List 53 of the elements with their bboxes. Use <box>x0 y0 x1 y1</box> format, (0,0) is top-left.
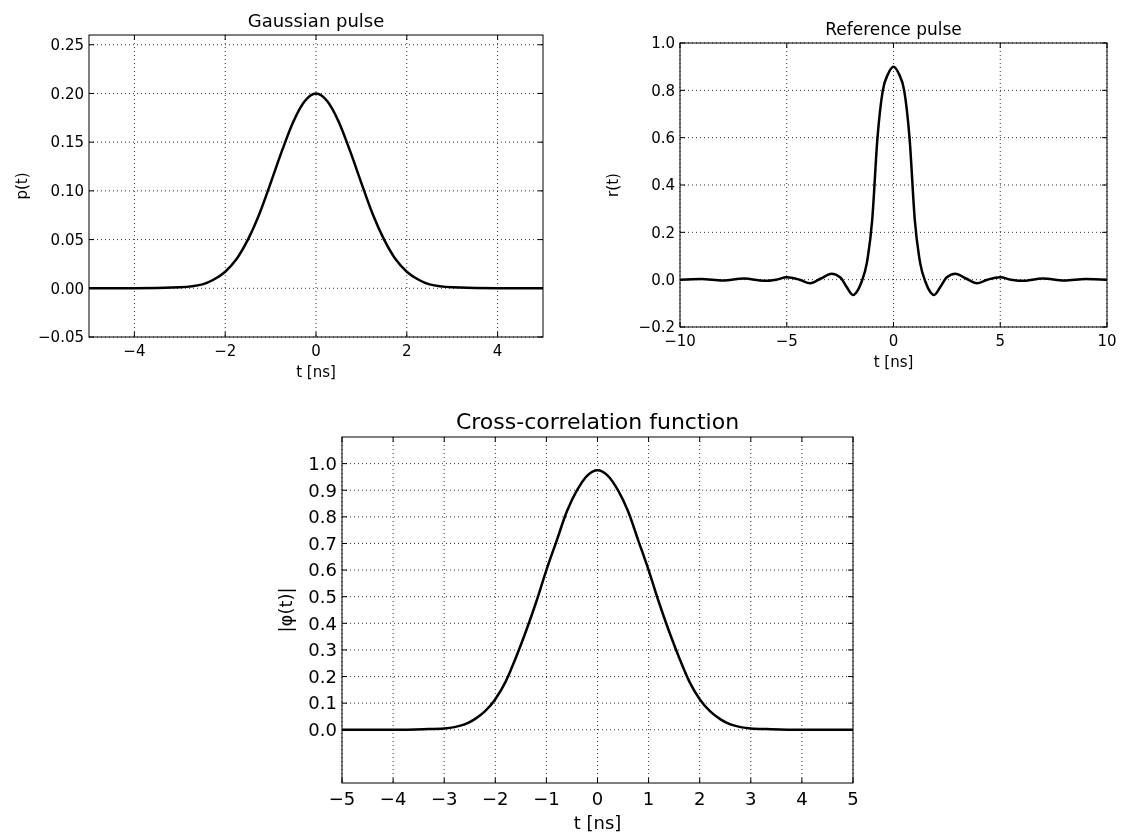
y-tick-label: 1.0 <box>308 452 337 474</box>
y-tick-label: 0.5 <box>308 585 337 607</box>
x-tick-label: 3 <box>745 788 757 809</box>
y-tick-label: 0.15 <box>50 133 84 152</box>
x-tick-label: 4 <box>796 788 808 809</box>
x-tick-label: 0 <box>888 332 899 350</box>
x-tick-label: −5 <box>775 332 798 350</box>
chart-title: Cross-correlation function <box>455 409 740 434</box>
y-tick-label: 0.6 <box>651 128 675 147</box>
x-tick-label: 4 <box>492 342 503 360</box>
y-tick-label: 0.20 <box>50 84 84 103</box>
x-tick-label: 0 <box>591 788 604 809</box>
y-tick-label: 0.00 <box>50 279 84 298</box>
y-tick-label: 0.8 <box>651 81 675 100</box>
y-tick-label: 0.9 <box>308 479 337 501</box>
y-tick-label: 0.1 <box>308 692 337 714</box>
x-tick-label: 0 <box>311 342 321 360</box>
y-tick-label: 0.8 <box>308 506 337 528</box>
x-tick-label: −4 <box>379 788 407 809</box>
y-tick-label: 0.7 <box>308 532 337 554</box>
x-tick-label: 5 <box>995 332 1006 350</box>
y-axis-title: p(t) <box>13 172 31 200</box>
y-tick-label: 1.0 <box>651 34 675 53</box>
y-axis-title: r(t) <box>604 173 622 197</box>
x-tick-label: 10 <box>1097 332 1117 350</box>
y-tick-label: −0.05 <box>38 328 84 347</box>
y-tick-label: 0.2 <box>651 223 675 242</box>
y-tick-label: 0.25 <box>50 35 84 54</box>
x-axis-title: t [ns] <box>573 812 622 833</box>
y-axis-title: |φ(t)| <box>275 587 296 633</box>
y-tick-label: 0.4 <box>651 176 675 195</box>
x-tick-label: −5 <box>328 788 356 809</box>
y-tick-label: 0.05 <box>50 230 84 249</box>
chart-title: Gaussian pulse <box>247 10 385 31</box>
x-tick-label: −1 <box>533 788 560 809</box>
y-tick-label: 0.0 <box>308 719 337 741</box>
x-tick-label: 5 <box>847 788 859 809</box>
x-axis-title: t [ns] <box>873 353 914 371</box>
chart-title: Reference pulse <box>825 19 962 39</box>
y-tick-label: 0.3 <box>308 639 337 661</box>
y-tick-label: 0.0 <box>651 270 675 289</box>
x-tick-label: 2 <box>693 788 706 809</box>
y-tick-label: 0.4 <box>308 612 337 634</box>
x-tick-label: 2 <box>402 342 412 360</box>
y-tick-label: 0.2 <box>308 665 337 687</box>
x-tick-label: −2 <box>482 788 509 809</box>
x-tick-label: −2 <box>214 342 237 360</box>
x-tick-label: 1 <box>642 788 655 809</box>
x-tick-label: −4 <box>123 342 146 360</box>
x-axis-title: t [ns] <box>296 363 336 381</box>
x-tick-label: −3 <box>430 788 458 809</box>
y-tick-label: 0.6 <box>308 559 337 581</box>
y-tick-label: 0.10 <box>50 182 84 201</box>
